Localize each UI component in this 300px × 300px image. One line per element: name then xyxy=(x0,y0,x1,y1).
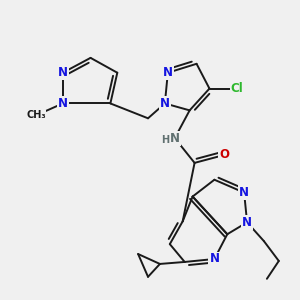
Text: Cl: Cl xyxy=(231,82,244,95)
Text: N: N xyxy=(160,97,170,110)
Text: O: O xyxy=(219,148,229,161)
Text: CH₃: CH₃ xyxy=(26,110,46,120)
Text: N: N xyxy=(163,66,173,79)
Text: H: H xyxy=(161,135,169,145)
Text: N: N xyxy=(242,216,252,229)
Text: N: N xyxy=(58,66,68,79)
Text: N: N xyxy=(209,253,219,266)
Text: N: N xyxy=(58,97,68,110)
Text: N: N xyxy=(239,186,249,199)
Text: N: N xyxy=(170,132,180,145)
